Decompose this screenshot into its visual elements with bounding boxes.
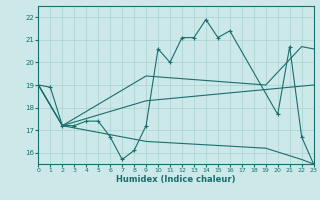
X-axis label: Humidex (Indice chaleur): Humidex (Indice chaleur) xyxy=(116,175,236,184)
